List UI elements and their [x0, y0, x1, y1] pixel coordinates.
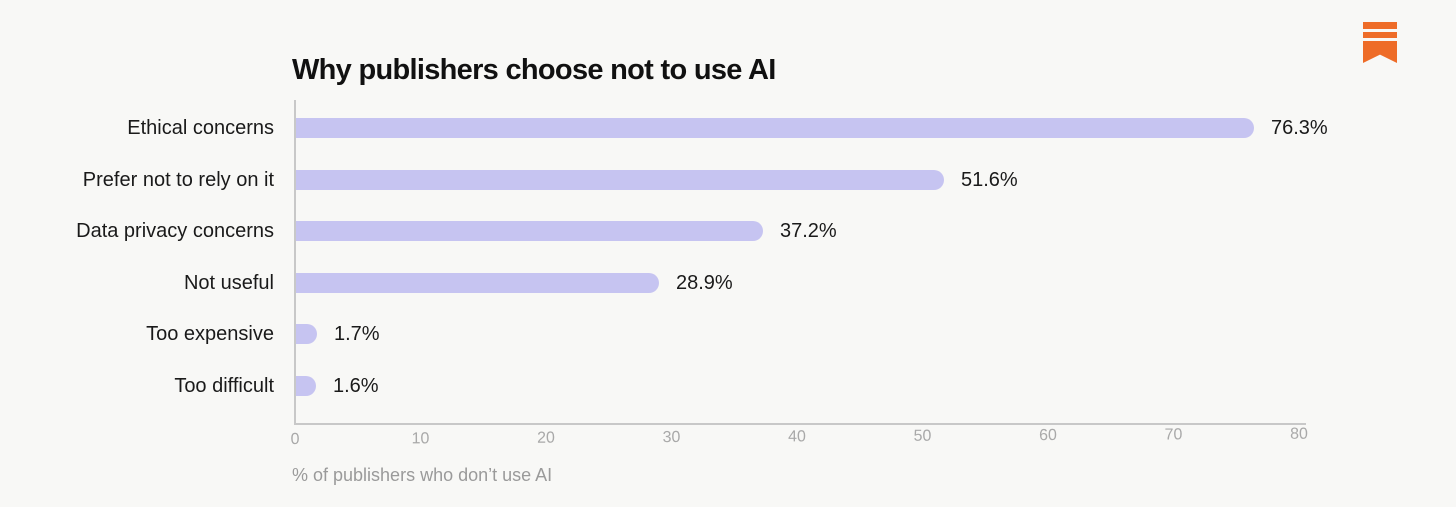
- x-tick-label: 80: [1290, 425, 1308, 443]
- value-label: 1.6%: [333, 375, 379, 397]
- bar: [296, 221, 763, 242]
- x-tick-label: 60: [1039, 427, 1057, 445]
- x-tick-label: 30: [662, 428, 681, 447]
- bar: [296, 376, 316, 396]
- logo-stripe-top: [1363, 22, 1397, 29]
- x-axis-label: % of publishers who don’t use AI: [292, 465, 553, 485]
- value-label: 76.3%: [1271, 117, 1328, 139]
- category-label: Prefer not to rely on it: [82, 168, 274, 191]
- category-label: Not useful: [183, 271, 274, 294]
- bar: [296, 118, 1254, 138]
- logo-bookmark-flag: [1363, 41, 1397, 63]
- category-label: Data privacy concerns: [76, 220, 274, 243]
- chart-title: Why publishers choose not to use AI: [292, 54, 776, 86]
- value-label: 28.9%: [676, 271, 733, 294]
- category-label: Ethical concerns: [127, 117, 274, 139]
- category-label: Too difficult: [174, 375, 274, 397]
- x-tick-label: 70: [1164, 426, 1183, 444]
- x-tick-label: 50: [913, 427, 932, 445]
- x-tick-label: 0: [290, 430, 300, 449]
- bar: [296, 272, 659, 293]
- value-label: 51.6%: [961, 168, 1018, 191]
- y-axis-line: [294, 100, 296, 424]
- x-axis-line: [294, 423, 1306, 425]
- bar: [296, 169, 944, 190]
- value-label: 1.7%: [334, 323, 380, 346]
- substack-logo-icon: [1363, 22, 1397, 63]
- x-tick-label: 10: [411, 430, 430, 448]
- x-tick-label: 40: [788, 428, 806, 446]
- logo-stripe-middle: [1363, 31, 1397, 38]
- value-label: 37.2%: [780, 220, 837, 243]
- category-label: Too expensive: [146, 323, 274, 346]
- bar: [296, 324, 317, 345]
- x-tick-label: 20: [537, 429, 555, 447]
